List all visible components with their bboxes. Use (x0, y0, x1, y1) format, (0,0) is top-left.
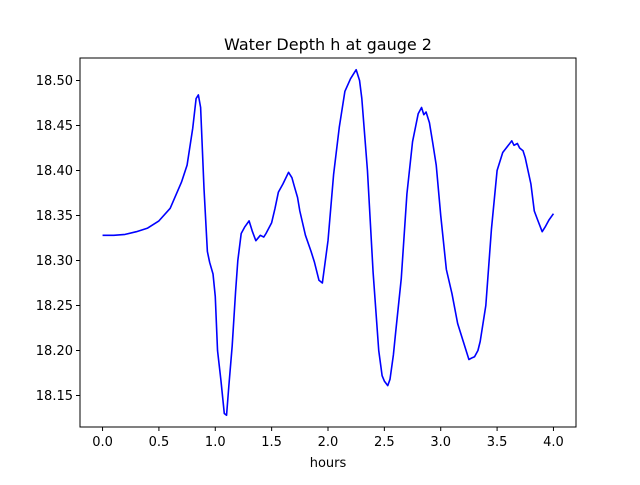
x-axis-ticks: 0.0 0.5 1.0 1.5 2.0 2.5 3.0 3.5 4.0 (92, 427, 564, 450)
y-tick-label: 18.15 (36, 389, 73, 404)
x-tick-label: 2.0 (318, 435, 339, 450)
series-line-0 (102, 68, 555, 417)
x-tick-label: 4.0 (543, 435, 564, 450)
y-tick-label: 18.50 (36, 74, 73, 89)
plot-area (102, 68, 555, 417)
x-tick-label: 0.5 (149, 435, 170, 450)
x-tick-label: 0.0 (92, 435, 113, 450)
y-tick-label: 18.25 (36, 299, 73, 314)
x-axis-label: hours (310, 456, 347, 471)
y-tick-label: 18.45 (36, 119, 73, 134)
x-tick-label: 1.0 (205, 435, 226, 450)
y-tick-label: 18.35 (36, 209, 73, 224)
x-tick-label: 1.5 (261, 435, 282, 450)
y-tick-label: 18.30 (36, 254, 73, 269)
chart-title: Water Depth h at gauge 2 (224, 35, 432, 54)
x-tick-label: 3.0 (430, 435, 451, 450)
y-axis-ticks: 18.15 18.20 18.25 18.30 18.35 18.40 18.45 18.50 (36, 74, 80, 404)
y-tick-label: 18.40 (36, 164, 73, 179)
x-tick-label: 3.5 (487, 435, 508, 450)
y-tick-label: 18.20 (36, 344, 73, 359)
axes-frame (79, 57, 577, 428)
x-tick-label: 2.5 (374, 435, 395, 450)
